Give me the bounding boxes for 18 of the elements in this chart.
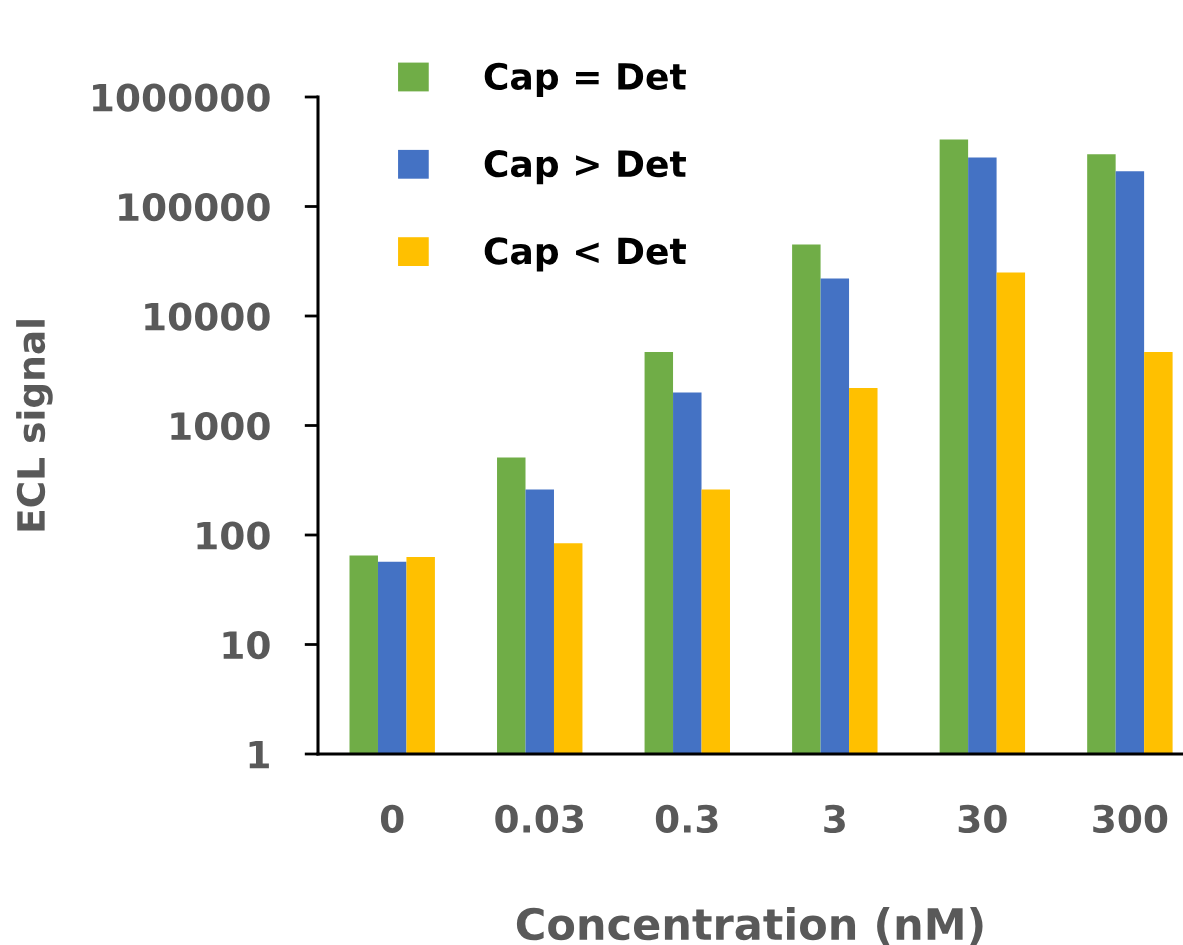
legend-label: Cap < Det	[484, 237, 686, 272]
legend-label: Cap > Det	[484, 150, 686, 185]
legend-label: Cap = Det	[484, 62, 686, 97]
x-axis-title: Concentration (nM)	[516, 906, 983, 945]
y-tick-label: 100000	[119, 192, 270, 222]
x-tick-label: 0.3	[655, 804, 718, 834]
y-tick-label: 1000000	[93, 83, 270, 112]
y-tick-label: 10	[223, 630, 270, 660]
y-tick-label: 10000	[145, 302, 270, 331]
x-tick-label: 3	[824, 804, 845, 834]
x-tick-label: 0	[380, 804, 404, 834]
y-axis-title: ECL signal	[16, 320, 53, 531]
y-tick-label: 1000	[171, 411, 270, 441]
x-tick-label: 0.03	[495, 804, 584, 834]
y-tick-label: 100	[197, 521, 270, 550]
x-tick-label: 30	[958, 804, 1007, 834]
x-tick-label: 300	[1093, 804, 1168, 834]
y-tick-label: 1	[249, 740, 269, 769]
